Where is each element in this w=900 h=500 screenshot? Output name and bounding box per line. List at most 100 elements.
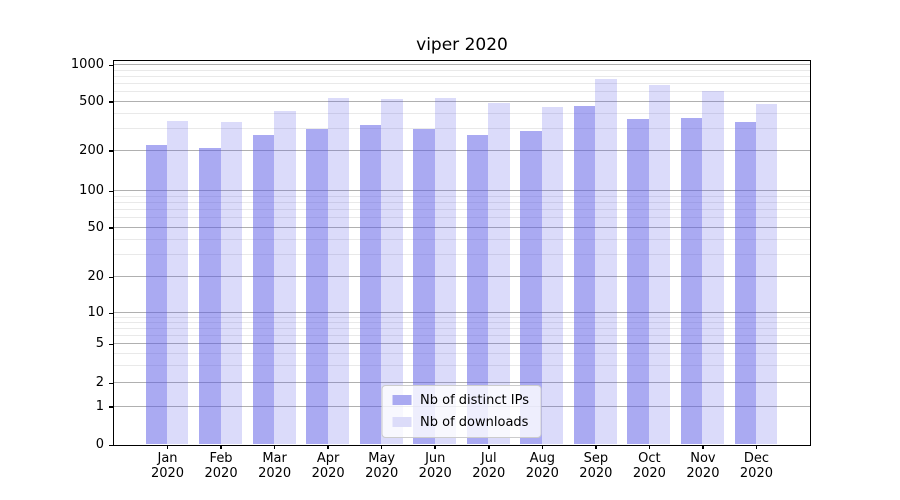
x-tick-may <box>380 445 383 449</box>
x-tick-label-year: 2020 <box>418 466 452 481</box>
x-tick-label-aug: Aug 2020 <box>512 451 572 481</box>
gridline-major-5 <box>113 343 810 344</box>
x-tick-label-month: Apr <box>316 451 340 466</box>
bar-distinct-ips-jun <box>413 128 435 445</box>
x-tick-label-year: 2020 <box>311 466 345 481</box>
gridline-minor-7 <box>113 328 810 330</box>
y-tick-50 <box>109 227 113 229</box>
bar-downloads-apr <box>327 98 350 445</box>
gridline-major-200 <box>113 149 810 151</box>
bar-downloads-sep <box>595 79 617 445</box>
gridline-minor-70 <box>113 208 810 210</box>
gridline-minor-300 <box>113 128 810 130</box>
gridline-major-500 <box>113 100 810 102</box>
bar-downloads-feb <box>220 122 242 445</box>
bar-distinct-ips-may <box>359 125 382 445</box>
bar-downloads-may <box>381 98 403 445</box>
y-tick-label-200: 200 <box>79 142 104 158</box>
bar-downloads-jun <box>434 98 457 445</box>
bar-downloads-oct <box>648 84 671 445</box>
bar-downloads-jan <box>167 121 189 445</box>
gridline-major-10 <box>113 312 810 314</box>
legend-label-distinct-ips: Nb of distinct IPs <box>420 392 529 408</box>
x-tick-apr <box>327 445 329 449</box>
x-tick-label-jun: Jun 2020 <box>405 451 465 481</box>
gridline-minor-9 <box>113 316 810 318</box>
bar-distinct-ips-aug <box>520 130 542 445</box>
x-tick-label-month: Oct <box>638 451 661 466</box>
x-tick-label-mar: Mar 2020 <box>245 451 305 481</box>
x-tick-label-dec: Dec 2020 <box>726 451 786 481</box>
x-tick-label-may: May 2020 <box>352 451 412 481</box>
x-tick-sep <box>595 445 597 449</box>
gridline-minor-90 <box>113 195 810 197</box>
bar-downloads-nov <box>702 90 724 445</box>
bar-distinct-ips-apr <box>306 128 328 445</box>
legend-swatch-downloads <box>392 417 412 427</box>
x-tick-feb <box>220 445 222 449</box>
bar-downloads-dec <box>755 103 778 445</box>
x-tick-jan <box>166 445 169 449</box>
bar-distinct-ips-mar <box>252 135 275 445</box>
gridline-minor-80 <box>113 201 810 203</box>
y-tick-1 <box>109 406 113 408</box>
gridline-minor-600 <box>113 91 810 93</box>
bar-distinct-ips-jul <box>466 134 489 445</box>
x-tick-label-month: Jun <box>425 451 446 466</box>
y-tick-1000 <box>109 64 113 66</box>
plot-area: Nb of distinct IPs Nb of downloads <box>112 59 811 446</box>
x-tick-label-year: 2020 <box>258 466 292 481</box>
x-tick-label-month: Nov <box>690 451 716 466</box>
y-tick-200 <box>109 150 113 152</box>
x-tick-label-apr: Apr 2020 <box>298 451 358 481</box>
x-tick-label-month: Jul <box>480 451 497 466</box>
x-tick-jun <box>434 445 436 449</box>
y-tick-10 <box>109 312 113 315</box>
legend-item-downloads: Nb of downloads <box>392 415 529 430</box>
x-tick-nov <box>702 445 704 449</box>
y-tick-label-10: 10 <box>87 305 104 321</box>
y-tick-100 <box>109 190 113 192</box>
x-tick-label-month: Mar <box>262 451 287 466</box>
gridline-major-20 <box>113 276 810 278</box>
x-tick-label-month: Dec <box>743 451 770 466</box>
x-tick-mar <box>273 445 276 449</box>
bar-downloads-mar <box>274 110 296 445</box>
x-tick-label-month: Feb <box>209 451 233 466</box>
legend-swatch-distinct-ips <box>392 395 412 405</box>
y-tick-2 <box>109 382 113 385</box>
x-tick-jul <box>488 445 490 449</box>
x-tick-label-year: 2020 <box>739 466 773 481</box>
gridline-minor-900 <box>113 69 810 71</box>
gridline-minor-30 <box>113 254 810 256</box>
legend: Nb of distinct IPs Nb of downloads <box>381 384 542 438</box>
x-tick-label-year: 2020 <box>204 466 238 481</box>
gridline-major-50 <box>113 226 810 228</box>
gridline-minor-8 <box>113 322 810 324</box>
x-tick-label-oct: Oct 2020 <box>619 451 679 481</box>
y-tick-5 <box>109 343 113 345</box>
x-tick-label-year: 2020 <box>579 466 613 481</box>
x-tick-label-year: 2020 <box>525 466 559 481</box>
gridline-minor-3 <box>113 364 810 366</box>
bar-distinct-ips-oct <box>627 118 649 445</box>
y-tick-label-2: 2 <box>95 375 104 391</box>
gridline-minor-700 <box>113 82 810 84</box>
bar-distinct-ips-feb <box>199 147 221 445</box>
x-tick-aug <box>541 445 544 449</box>
y-tick-label-1: 1 <box>95 398 104 414</box>
y-tick-20 <box>109 276 113 279</box>
legend-item-distinct-ips: Nb of distinct IPs <box>392 393 529 408</box>
x-tick-label-month: Sep <box>583 451 609 466</box>
gridline-minor-6 <box>113 334 810 336</box>
y-tick-label-50: 50 <box>87 219 104 235</box>
y-tick-500 <box>109 101 113 103</box>
bar-downloads-aug <box>541 106 564 445</box>
bar-downloads-jul <box>488 103 510 445</box>
x-tick-dec <box>755 445 758 449</box>
bar-distinct-ips-sep <box>573 105 596 445</box>
x-tick-label-feb: Feb 2020 <box>191 451 251 481</box>
gridline-major-2 <box>113 382 810 384</box>
x-tick-label-month: Jan <box>157 451 178 466</box>
